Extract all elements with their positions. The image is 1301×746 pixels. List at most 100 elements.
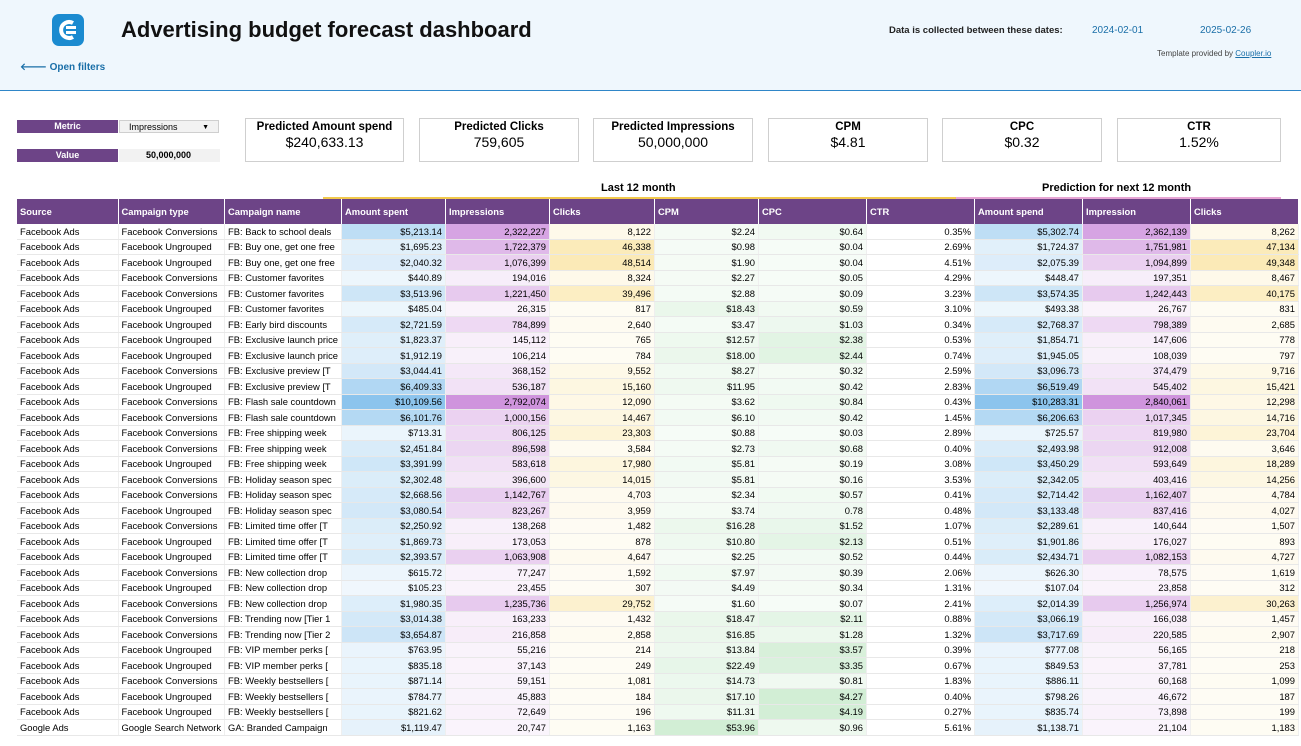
col-header-cpm[interactable]: CPM bbox=[654, 199, 759, 224]
table-cell: $798.26 bbox=[974, 688, 1083, 705]
table-cell: FB: Early bird discounts bbox=[224, 316, 342, 333]
table-cell: 1,235,736 bbox=[445, 595, 550, 612]
table-cell: $6,101.76 bbox=[341, 409, 446, 426]
table-cell: 536,187 bbox=[445, 378, 550, 395]
table-cell: FB: Customer favorites bbox=[224, 301, 342, 317]
kpi-cpc: CPC $0.32 bbox=[942, 118, 1102, 162]
table-cell: 1,063,908 bbox=[445, 549, 550, 565]
end-date[interactable]: 2025-02-26 bbox=[1200, 25, 1252, 36]
table-cell: 37,143 bbox=[445, 657, 550, 674]
table-cell: 2.69% bbox=[866, 239, 975, 255]
table-cell: Facebook Ads bbox=[17, 239, 119, 255]
table-cell: 47,134 bbox=[1190, 239, 1299, 255]
template-credit-text: Template provided by bbox=[1157, 49, 1234, 58]
kpi-value: $0.32 bbox=[1004, 134, 1040, 150]
open-filters-link[interactable]: 🡐 Open filters bbox=[20, 62, 106, 73]
table-cell: Facebook Ungrouped bbox=[118, 549, 226, 565]
kpi-title: Predicted Impressions bbox=[611, 121, 735, 133]
col-header-pred-amount-spend[interactable]: Amount spend bbox=[974, 199, 1083, 224]
table-cell: Facebook Ads bbox=[17, 564, 119, 581]
table-cell: $2.27 bbox=[654, 270, 759, 286]
table-cell: $1,138.71 bbox=[974, 719, 1083, 736]
table-cell: FB: Free shipping week bbox=[224, 425, 342, 441]
table-cell: Facebook Ads bbox=[17, 642, 119, 658]
table-cell: $0.42 bbox=[758, 378, 867, 395]
table-cell: 187 bbox=[1190, 688, 1299, 705]
col-header-cpc[interactable]: CPC bbox=[758, 199, 867, 224]
col-header-pred-clicks[interactable]: Clicks bbox=[1190, 199, 1299, 224]
table-cell: 108,039 bbox=[1082, 347, 1191, 364]
table-cell: 593,649 bbox=[1082, 456, 1191, 472]
table-cell: $2,393.57 bbox=[341, 549, 446, 565]
table-cell: 176,027 bbox=[1082, 533, 1191, 550]
col-header-ctr[interactable]: CTR bbox=[866, 199, 975, 224]
table-cell: FB: Holiday season spec bbox=[224, 471, 342, 488]
col-header-clicks[interactable]: Clicks bbox=[549, 199, 655, 224]
table-cell: Facebook Ads bbox=[17, 688, 119, 705]
start-date[interactable]: 2024-02-01 bbox=[1092, 25, 1144, 36]
table-cell: 18,289 bbox=[1190, 456, 1299, 472]
table-cell: Facebook Ads bbox=[17, 456, 119, 472]
dropdown-arrow-icon: ▼ bbox=[202, 124, 209, 131]
table-cell: $2.11 bbox=[758, 611, 867, 627]
table-cell: $485.04 bbox=[341, 301, 446, 317]
table-cell: 60,168 bbox=[1082, 673, 1191, 689]
table-cell: 0.67% bbox=[866, 657, 975, 674]
col-header-campaign-type[interactable]: Campaign type bbox=[118, 199, 226, 224]
table-cell: $105.23 bbox=[341, 580, 446, 596]
metric-dropdown-value: Impressions bbox=[129, 122, 178, 132]
table-cell: $2,342.05 bbox=[974, 471, 1083, 488]
table-cell: FB: Exclusive launch price bbox=[224, 347, 342, 364]
table-cell: $18.47 bbox=[654, 611, 759, 627]
table-cell: $10.80 bbox=[654, 533, 759, 550]
table-cell: $3.47 bbox=[654, 316, 759, 333]
table-cell: 0.43% bbox=[866, 394, 975, 410]
col-header-campaign-name[interactable]: Campaign name bbox=[224, 199, 342, 224]
coupler-link[interactable]: Coupler.io bbox=[1235, 49, 1272, 58]
table-cell: $2,451.84 bbox=[341, 440, 446, 457]
table-cell: Facebook Ungrouped bbox=[118, 239, 226, 255]
table-cell: 218 bbox=[1190, 642, 1299, 658]
table-cell: 9,716 bbox=[1190, 363, 1299, 379]
table-cell: $448.47 bbox=[974, 270, 1083, 286]
table-cell: 5.61% bbox=[866, 719, 975, 736]
table-cell: Facebook Ungrouped bbox=[118, 502, 226, 519]
table-cell: Facebook Conversions bbox=[118, 285, 226, 302]
table-cell: 0.27% bbox=[866, 704, 975, 720]
table-cell: $3,096.73 bbox=[974, 363, 1083, 379]
table-cell: 307 bbox=[549, 580, 655, 596]
col-header-source[interactable]: Source bbox=[17, 199, 119, 224]
table-cell: $0.32 bbox=[758, 363, 867, 379]
table-cell: 396,600 bbox=[445, 471, 550, 488]
table-cell: 4,784 bbox=[1190, 487, 1299, 503]
table-cell: $2.25 bbox=[654, 549, 759, 565]
col-header-amount-spent[interactable]: Amount spent bbox=[341, 199, 446, 224]
table-cell: 765 bbox=[549, 332, 655, 348]
metric-dropdown[interactable]: Impressions ▼ bbox=[119, 120, 219, 133]
table-cell: $493.38 bbox=[974, 301, 1083, 317]
table-cell: $107.04 bbox=[974, 580, 1083, 596]
table-cell: 1,099 bbox=[1190, 673, 1299, 689]
kpi-title: CTR bbox=[1187, 121, 1211, 133]
table-cell: Facebook Conversions bbox=[118, 595, 226, 612]
table-cell: 77,247 bbox=[445, 564, 550, 581]
col-header-pred-impression[interactable]: Impression bbox=[1082, 199, 1191, 224]
table-cell: 1.07% bbox=[866, 518, 975, 534]
table-cell: $2,768.37 bbox=[974, 316, 1083, 333]
table-cell: 0.44% bbox=[866, 549, 975, 565]
table-cell: 220,585 bbox=[1082, 626, 1191, 643]
table-cell: 2.06% bbox=[866, 564, 975, 581]
value-input[interactable]: 50,000,000 bbox=[119, 149, 220, 162]
col-header-impressions[interactable]: Impressions bbox=[445, 199, 550, 224]
group-underline-prediction bbox=[956, 197, 1281, 199]
table-cell: 403,416 bbox=[1082, 471, 1191, 488]
table-cell: $3,574.35 bbox=[974, 285, 1083, 302]
table-cell: $0.52 bbox=[758, 549, 867, 565]
table-cell: 831 bbox=[1190, 301, 1299, 317]
dashboard-header: Advertising budget forecast dashboard 🡐 … bbox=[0, 0, 1301, 91]
table-cell: 145,112 bbox=[445, 332, 550, 348]
table-cell: 583,618 bbox=[445, 456, 550, 472]
table-cell: $777.08 bbox=[974, 642, 1083, 658]
table-cell: 912,008 bbox=[1082, 440, 1191, 457]
kpi-value: 759,605 bbox=[473, 134, 525, 150]
